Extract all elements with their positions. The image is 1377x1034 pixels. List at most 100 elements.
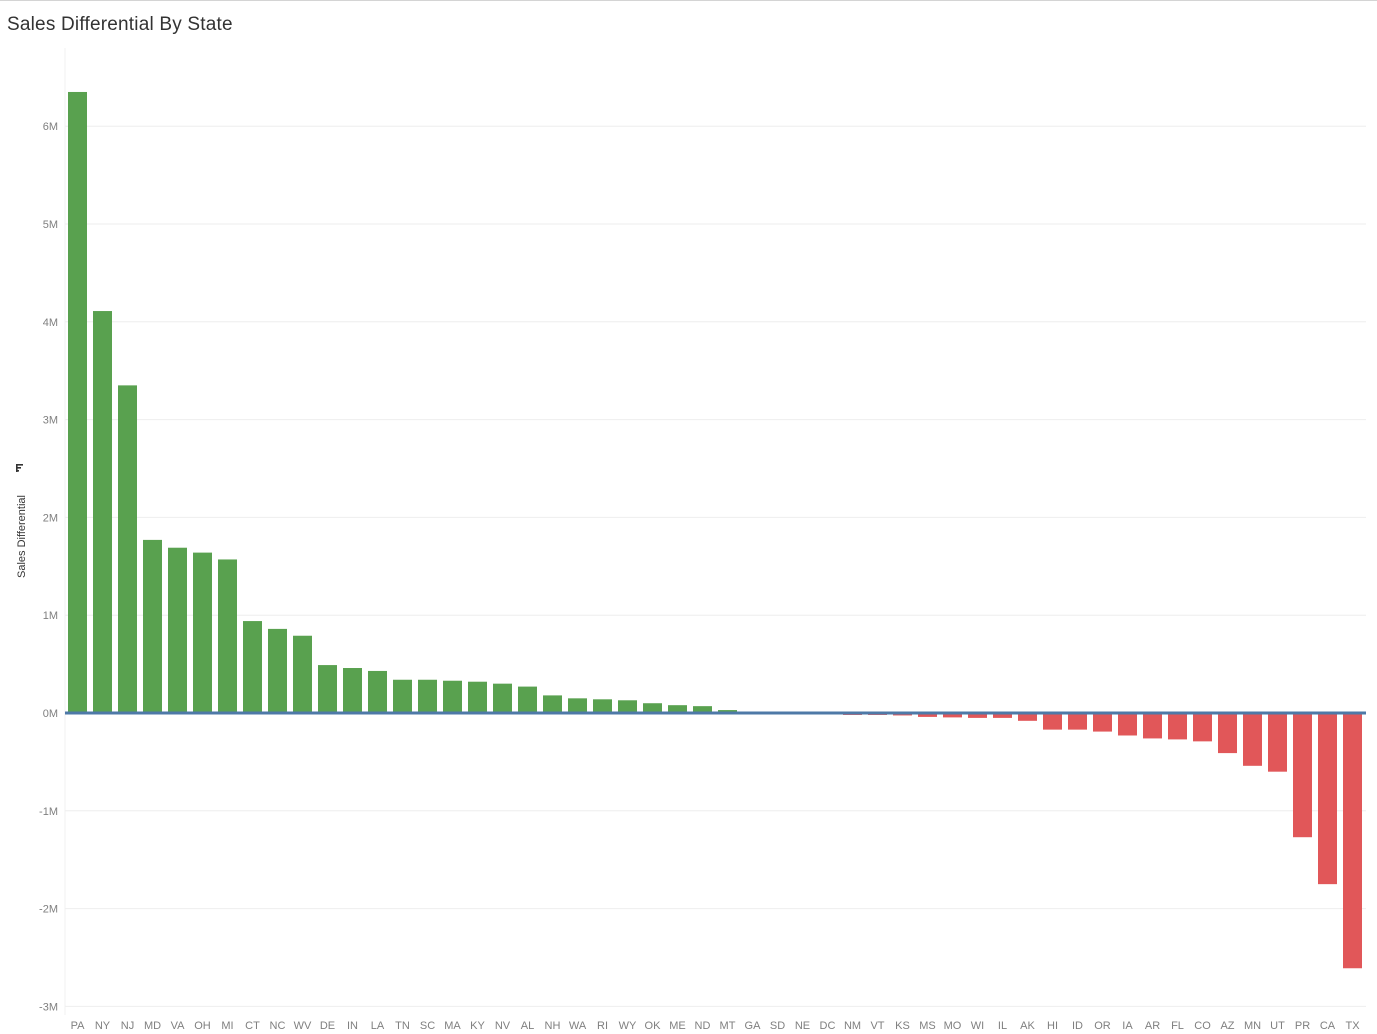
x-tick-label: MD	[144, 1020, 161, 1032]
bar-ut	[1268, 713, 1287, 772]
chart-title: Sales Differential By State	[7, 14, 233, 35]
x-tick-label: MS	[919, 1020, 936, 1032]
bar-hi	[1043, 713, 1062, 730]
bar-ri	[593, 699, 612, 713]
bar-mo	[943, 713, 962, 718]
x-tick-label: AR	[1145, 1020, 1160, 1032]
bar-fl	[1168, 713, 1187, 740]
bar-ma	[443, 680, 462, 713]
y-tick-label: 5M	[43, 219, 58, 231]
y-tick-label: 6M	[43, 121, 58, 133]
bar-al	[518, 686, 537, 713]
x-tick-label: CO	[1194, 1020, 1211, 1032]
bar-de	[318, 665, 337, 713]
x-tick-label: NJ	[121, 1020, 134, 1032]
x-axis-labels: PA NY NJ MD VA OH MI CT NC WV DE IN LA TN SC MA KY NV AL NH…	[71, 1020, 1361, 1032]
bar-tx	[1343, 713, 1362, 969]
bar-ca	[1318, 713, 1337, 885]
bar-ia	[1118, 713, 1137, 736]
x-tick-label: MN	[1244, 1020, 1261, 1032]
x-tick-label: AL	[521, 1020, 534, 1032]
x-tick-label: SD	[770, 1020, 785, 1032]
sort-descending-icon[interactable]	[16, 464, 23, 472]
x-tick-label: OH	[194, 1020, 211, 1032]
bar-or	[1093, 713, 1112, 732]
bar-ct	[243, 621, 262, 713]
x-tick-label: VT	[870, 1020, 884, 1032]
x-tick-label: CA	[1320, 1020, 1336, 1032]
x-tick-label: UT	[1270, 1020, 1285, 1032]
y-tick-label: -3M	[39, 1001, 58, 1013]
bar-mn	[1243, 713, 1262, 766]
x-tick-label: ME	[669, 1020, 686, 1032]
y-tick-label: -1M	[39, 806, 58, 818]
bar-wy	[618, 700, 637, 713]
bar-wa	[568, 698, 587, 713]
x-tick-label: WI	[971, 1020, 984, 1032]
x-tick-label: OR	[1094, 1020, 1111, 1032]
x-tick-label: LA	[371, 1020, 385, 1032]
x-tick-label: MA	[444, 1020, 461, 1032]
y-tick-label: 0M	[43, 708, 58, 720]
bar-id	[1068, 713, 1087, 730]
x-tick-label: RI	[597, 1020, 608, 1032]
x-tick-label: MI	[221, 1020, 233, 1032]
bar-sc	[418, 679, 437, 713]
bar-me	[668, 705, 687, 713]
x-tick-label: ID	[1072, 1020, 1083, 1032]
x-tick-label: IN	[347, 1020, 358, 1032]
bar-tn	[393, 679, 412, 713]
x-tick-label: HI	[1047, 1020, 1058, 1032]
y-tick-label: 2M	[43, 512, 58, 524]
bar-co	[1193, 713, 1212, 742]
bar-pr	[1293, 713, 1312, 838]
x-tick-label: MO	[944, 1020, 962, 1032]
x-tick-label: PA	[71, 1020, 86, 1032]
bar-nh	[543, 695, 562, 713]
x-tick-label: IL	[998, 1020, 1007, 1032]
x-tick-label: AK	[1020, 1020, 1035, 1032]
y-tick-label: -2M	[39, 904, 58, 916]
bar-ny	[93, 311, 112, 713]
x-tick-label: DE	[320, 1020, 335, 1032]
bar-oh	[193, 552, 212, 713]
bar-pa	[68, 91, 87, 714]
x-tick-label: OK	[645, 1020, 662, 1032]
x-tick-label: CT	[245, 1020, 260, 1032]
bar-nj	[118, 385, 137, 713]
bar-az	[1218, 713, 1237, 754]
x-tick-label: PR	[1295, 1020, 1310, 1032]
gridlines	[64, 48, 1366, 1015]
y-tick-label: 4M	[43, 317, 58, 329]
bar-nv	[493, 683, 512, 713]
x-tick-label: FL	[1171, 1020, 1184, 1032]
x-tick-label: SC	[420, 1020, 435, 1032]
y-tick-label: 1M	[43, 610, 58, 622]
bar-nd	[693, 706, 712, 713]
x-tick-label: WV	[294, 1020, 312, 1032]
x-tick-label: NE	[795, 1020, 810, 1032]
bar-ak	[1018, 713, 1037, 721]
y-axis-ticks: 6M 5M 4M 3M 2M 1M 0M -1M -2M -3M	[39, 121, 58, 1013]
x-tick-label: VA	[171, 1020, 186, 1032]
bar-nc	[268, 628, 287, 713]
x-tick-label: KY	[470, 1020, 485, 1032]
x-tick-label: DC	[820, 1020, 836, 1032]
x-tick-label: IA	[1122, 1020, 1133, 1032]
x-tick-label: NH	[545, 1020, 561, 1032]
bar-mi	[218, 559, 237, 713]
x-tick-label: WY	[619, 1020, 637, 1032]
x-tick-label: NY	[95, 1020, 111, 1032]
x-tick-label: TN	[395, 1020, 410, 1032]
top-border	[0, 0, 1377, 1]
y-tick-label: 3M	[43, 415, 58, 427]
bar-ms	[918, 713, 937, 717]
bar-in	[343, 668, 362, 713]
bar-md	[143, 539, 162, 713]
x-tick-label: GA	[745, 1020, 762, 1032]
x-tick-label: ND	[695, 1020, 711, 1032]
x-tick-label: TX	[1345, 1020, 1360, 1032]
x-tick-label: WA	[569, 1020, 587, 1032]
x-tick-label: AZ	[1220, 1020, 1234, 1032]
bar-la	[368, 670, 387, 713]
